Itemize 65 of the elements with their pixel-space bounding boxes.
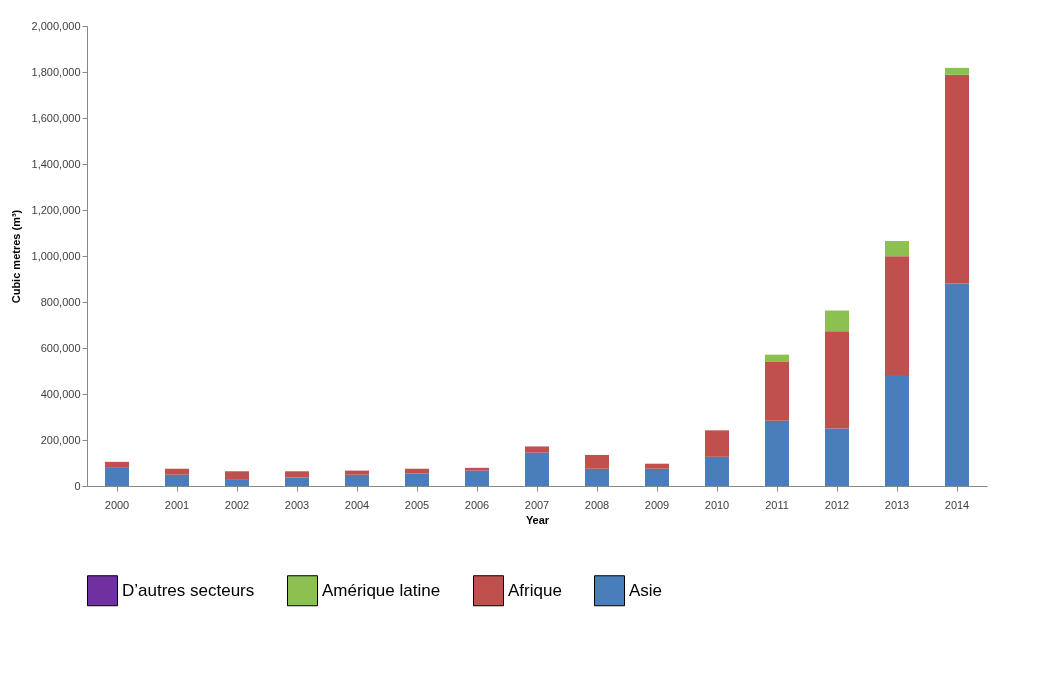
x-tick-label: 2012 [824,498,850,511]
bar [465,470,489,486]
bar [645,463,669,469]
x-axis-title: Year [525,513,550,526]
y-tick-label: 1,600,000 [31,111,81,124]
bar [525,452,549,486]
x-tick-label: 2001 [164,498,190,511]
bar [885,256,909,375]
legend-label: Afrique [508,580,562,600]
bar [945,283,969,486]
y-tick-label: 1,000,000 [31,249,81,262]
y-tick-label: 200,000 [40,433,81,446]
bar [825,331,849,429]
y-tick-label: 1,400,000 [31,157,81,170]
legend-label: Amérique latine [322,580,441,600]
x-tick-label: 2011 [765,498,789,511]
bar [525,446,549,453]
bar [765,420,789,486]
bar [345,474,369,486]
bar [585,454,609,469]
bar [945,67,969,75]
bar [765,354,789,363]
bar [405,473,429,486]
y-tick-label: 800,000 [40,295,81,308]
y-tick-label: 600,000 [40,341,81,354]
y-tick-label: 1,800,000 [31,65,81,78]
bar [945,74,969,284]
x-tick-label: 2004 [344,498,370,511]
x-tick-label: 2007 [524,498,550,511]
bar [285,477,309,486]
bar [345,470,369,475]
bar [465,467,489,471]
bar [645,468,669,486]
x-tick-label: 2014 [944,498,970,511]
x-tick-label: 2013 [884,498,910,511]
bar [705,430,729,457]
bar [765,362,789,421]
bar [225,479,249,486]
bar [285,471,309,478]
bar [705,456,729,486]
y-tick-label: 0 [74,479,81,492]
x-tick-label: 2008 [584,498,610,511]
x-tick-label: 2005 [404,498,430,511]
x-tick-label: 2003 [284,498,310,511]
bar [585,468,609,486]
bar [105,467,129,486]
x-tick-label: 2009 [644,498,670,511]
x-tick-label: 2006 [464,498,490,511]
bar [825,310,849,332]
bar [165,474,189,486]
bar [885,241,909,257]
bar [885,374,909,486]
bar [225,471,249,480]
legend-label: D’autres secteurs [122,580,255,600]
bar [165,468,189,475]
x-tick-label: 2000 [104,498,130,511]
x-tick-label: 2002 [224,498,250,511]
y-tick-label: 2,000,000 [31,19,81,32]
bar [105,461,129,468]
x-tick-label: 2010 [704,498,730,511]
y-axis-title: Cubic metres (m³) [9,209,22,304]
y-tick-label: 400,000 [40,387,81,400]
bar [825,428,849,486]
y-tick-label: 1,200,000 [31,203,81,216]
legend-label: Asie [629,580,663,600]
